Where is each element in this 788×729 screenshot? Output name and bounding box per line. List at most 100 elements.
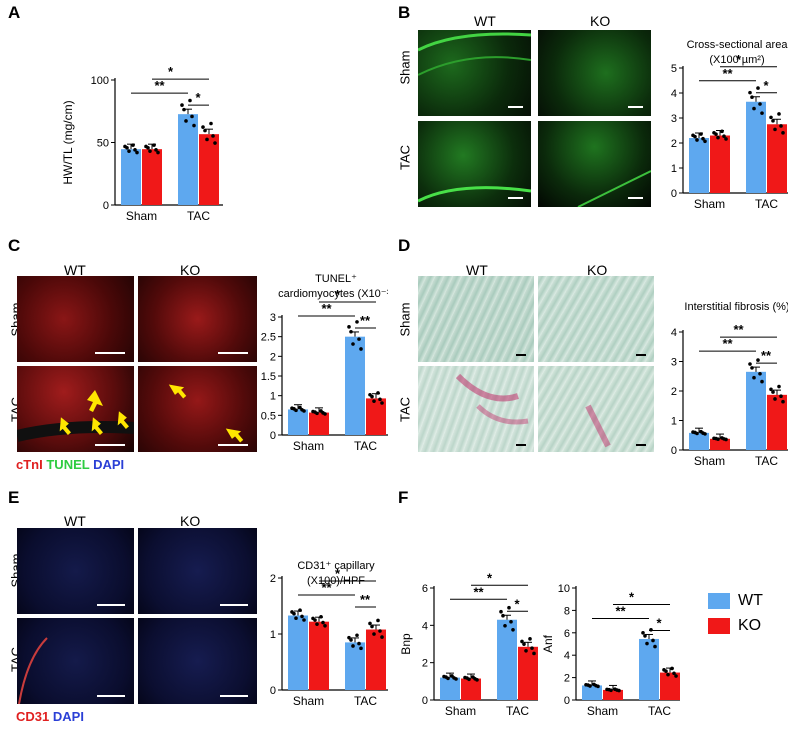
chart-c-ytick-label: 0 [270, 430, 276, 442]
chart-f1-ytick-label: 4 [422, 620, 428, 632]
chart-d-point [758, 371, 762, 376]
chart-f2-point [607, 687, 611, 692]
b-img-wt-tac [418, 121, 531, 207]
chart-f2-ytick-label: 10 [558, 583, 570, 595]
chart-b-subtitle: (X100 µm²) [709, 54, 764, 66]
chart-d-title: Interstitial fibrosis (%) [684, 301, 788, 313]
chart-a-sig-label: ** [154, 78, 165, 93]
chart-c-point [347, 325, 351, 329]
chart-c-point [321, 411, 325, 415]
chart-c-point [351, 342, 355, 346]
chart-c-bar-ko-tac [366, 398, 386, 435]
chart-c-point [359, 347, 363, 351]
chart-f1-xtick-sham: Sham [445, 704, 476, 718]
chart-f1-ytick-label: 2 [422, 658, 428, 670]
chart-a-point [180, 103, 184, 107]
chart-f2-ytick-label: 8 [564, 605, 570, 617]
chart-e-point [298, 608, 302, 612]
d-img-ko-tac [538, 366, 654, 452]
chart-a-ytick-label: 50 [97, 138, 109, 150]
chart-a-point [125, 146, 129, 150]
chart-b-bar-ko-tac [767, 124, 787, 193]
chart-c-point [370, 394, 374, 399]
chart-a-point [148, 149, 152, 153]
chart-d-point [777, 384, 781, 389]
chart-e-bar-ko-sham [309, 621, 329, 690]
chart-f1-point [520, 639, 524, 644]
chart-b-sig-label: ** [722, 66, 733, 81]
c-stain-legend: cTnI TUNEL DAPI [16, 457, 124, 472]
chart-a-point [209, 121, 213, 126]
chart-b-point [756, 86, 760, 90]
panel-label-c: C [8, 236, 21, 255]
chart-a-point [205, 137, 209, 142]
chart-d-sig-label: ** [733, 322, 744, 337]
chart-f2-ytick-label: 6 [564, 628, 570, 640]
stain-cd31: CD31 [16, 709, 50, 724]
chart-e-bar-wt-tac [345, 642, 365, 690]
chart-e-ytick-label: 2 [270, 573, 276, 585]
chart-f1-point [524, 648, 528, 653]
chart-f1-bar-wt-sham [440, 677, 460, 700]
d-row-tac: TAC [397, 396, 413, 423]
chart-f2-point [643, 634, 647, 638]
chart-e-point [323, 623, 327, 628]
chart-f2-point [649, 628, 653, 632]
chart-c-point [313, 410, 317, 414]
chart-d-point [748, 362, 752, 366]
chart-b-point [695, 138, 699, 142]
chart-a-point [146, 146, 150, 150]
chart-a-point [127, 149, 131, 153]
chart-d-point [769, 387, 773, 392]
panel-label-a: A [8, 3, 21, 22]
chart-f2-ytick-label: 2 [564, 673, 570, 685]
chart-b-point [748, 90, 752, 95]
chart-f1-sig-label: ** [473, 584, 484, 599]
chart-b-ytick-label: 4 [671, 88, 677, 100]
chart-f2-bar-ko-tac [660, 672, 680, 700]
chart-f1-point [532, 651, 536, 656]
chart-b-point [716, 135, 720, 140]
chart-f2-point [586, 683, 590, 687]
chart-f2-ylabel: Anf [541, 634, 555, 653]
chart-d-ytick-label: 2 [671, 386, 677, 398]
b-row-tac: TAC [397, 144, 413, 171]
chart-e-ytick-label: 0 [270, 685, 276, 697]
chart-d-point [701, 431, 705, 435]
chart-d-point [750, 366, 754, 370]
chart-d-point [773, 397, 777, 401]
chart-e-point [368, 621, 372, 626]
chart-f1-bar-ko-sham [461, 678, 481, 700]
chart-e-point [378, 629, 382, 633]
chart-c-ytick-label: 3 [270, 312, 276, 324]
e-img-ko-tac [138, 618, 257, 704]
chart-a-bar-wt-sham [121, 149, 141, 205]
chart-c-xtick-tac: TAC [354, 439, 377, 453]
chart-f2-sig-label: * [656, 615, 662, 630]
chart-c-point [357, 337, 361, 341]
chart-d-bar-wt-tac [746, 371, 766, 450]
d-img-ko-sham [538, 276, 654, 362]
chart-d-xtick-tac: TAC [755, 454, 778, 468]
c-img-ko-sham [138, 276, 257, 362]
chart-f1-xtick-tac: TAC [506, 704, 529, 718]
panel-label-b: B [398, 3, 411, 22]
chart-f1-sig-label: * [514, 596, 520, 611]
chart-f1-point [528, 637, 532, 641]
chart-e-point [376, 618, 380, 623]
chart-f2-xtick-tac: TAC [648, 704, 671, 718]
chart-e-ytick-label: 1 [270, 629, 276, 641]
chart-b-point [771, 119, 775, 123]
chart-d-point [756, 358, 760, 362]
e-img-wt-tac [17, 618, 134, 704]
chart-f1-point [473, 676, 477, 681]
d-col-ko: KO [587, 262, 608, 278]
chart-a-point [182, 107, 186, 112]
chart-b-point [781, 131, 785, 135]
chart-c-point [355, 320, 359, 324]
b-col-ko: KO [590, 13, 611, 29]
chart-b-sig-label: * [736, 52, 742, 67]
chart-a-sig-label: * [168, 64, 174, 79]
